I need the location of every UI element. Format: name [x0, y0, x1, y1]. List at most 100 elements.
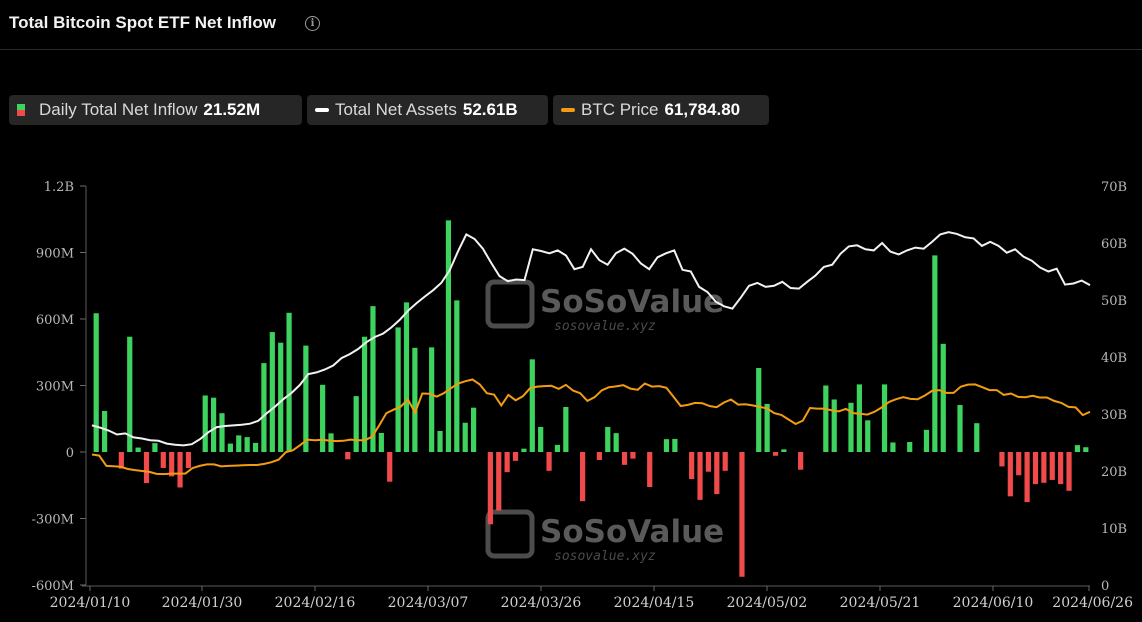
- inflow-bar: [1058, 452, 1064, 485]
- inflow-bar: [923, 429, 930, 452]
- inflow-bar: [269, 332, 275, 452]
- inflow-bar: [546, 452, 552, 471]
- inflow-bar: [705, 452, 712, 472]
- inflow-bar: [202, 395, 208, 452]
- inflow-bar: [236, 435, 242, 453]
- btc-price-line: [91, 378, 1091, 476]
- watermark: SoSoValuesosovalue.xyzSoSoValuesosovalue…: [485, 279, 724, 564]
- inflow-bar: [462, 422, 468, 452]
- inflow-bar: [756, 367, 762, 452]
- legend-total-net-assets[interactable]: Total Net Assets 52.61B: [307, 95, 548, 125]
- right-axis-label: 10B: [1101, 522, 1127, 537]
- legend-daily-net-inflow[interactable]: Daily Total Net Inflow 21.52M: [9, 95, 302, 125]
- inflow-bar: [865, 420, 871, 452]
- inflow-bar: [454, 300, 460, 452]
- right-axis-label: 50B: [1101, 294, 1127, 309]
- inflow-bar: [890, 442, 896, 452]
- watermark-logo-icon: [485, 279, 535, 329]
- inflow-bar: [940, 343, 946, 452]
- inflow-bar: [437, 430, 443, 452]
- inflow-bar: [244, 437, 250, 452]
- right-axis-label: 30B: [1101, 408, 1127, 423]
- watermark-url: sosovalue.xyz: [554, 319, 656, 334]
- inflow-bar: [605, 426, 611, 452]
- inflow-bar: [278, 342, 284, 452]
- info-icon[interactable]: i: [305, 16, 320, 31]
- inflow-bar: [999, 452, 1005, 467]
- legend-label: Total Net Assets: [335, 100, 457, 119]
- inflow-bar: [412, 347, 418, 452]
- inflow-bar: [487, 452, 493, 525]
- x-axis: 2024/01/10 2024/01/30 2024/02/16 2024/03/07…: [50, 586, 1133, 611]
- x-axis-label: 2024/02/16: [275, 595, 356, 611]
- left-axis-label: 300M: [36, 380, 74, 395]
- inflow-bar: [378, 432, 384, 452]
- inflow-bar: [261, 363, 267, 452]
- inflow-bar: [554, 444, 561, 452]
- inflow-bar: [445, 220, 452, 452]
- watermark-logo-icon: [485, 509, 535, 559]
- inflow-bar: [1041, 452, 1047, 483]
- inflow-bar: [1016, 452, 1022, 476]
- inflow-bar: [177, 452, 183, 488]
- legend-label: BTC Price: [581, 100, 659, 119]
- inflow-bars: [93, 220, 1089, 577]
- inflow-bar: [1024, 452, 1030, 503]
- left-axis-label: 600M: [36, 313, 74, 328]
- inflow-bar: [1049, 452, 1055, 480]
- inflow-bar: [613, 433, 619, 452]
- inflow-bar: [504, 452, 510, 473]
- inflow-bar: [169, 452, 175, 477]
- inflow-bar: [429, 347, 435, 452]
- inflow-bar: [127, 336, 133, 452]
- right-axis: 70B 60B 50B 40B 30B 20B 10B 0: [1101, 180, 1127, 594]
- inflow-bar: [932, 255, 938, 452]
- inflow-bar: [118, 452, 124, 469]
- inflow-bar: [722, 452, 728, 471]
- inflow-bar: [1032, 452, 1039, 485]
- inflow-bar: [831, 399, 837, 452]
- inflow-bar: [764, 403, 770, 452]
- inflow-bar: [907, 442, 913, 452]
- watermark-brand: SoSoValue: [540, 284, 724, 320]
- right-axis-label: 70B: [1101, 180, 1127, 195]
- inflow-bar: [370, 306, 376, 452]
- inflow-bar: [403, 302, 410, 453]
- inflow-bar: [1074, 445, 1081, 452]
- inflow-bar: [580, 452, 586, 502]
- x-axis-label: 2024/01/10: [50, 595, 131, 611]
- right-axis-label: 40B: [1101, 351, 1127, 366]
- inflow-bar: [320, 384, 326, 452]
- left-axis-label: 900M: [36, 247, 74, 262]
- inflow-bar: [714, 452, 720, 495]
- inflow-bar: [697, 452, 703, 500]
- inflow-swatch-icon: [17, 104, 25, 116]
- legend-value: 21.52M: [203, 100, 261, 119]
- inflow-bar: [881, 384, 888, 452]
- x-axis-label: 2024/04/15: [614, 595, 695, 611]
- inflow-bar: [689, 452, 695, 480]
- inflow-bar: [185, 452, 192, 468]
- inflow-bar: [630, 452, 636, 459]
- x-axis-label: 2024/06/10: [953, 595, 1034, 611]
- watermark-brand: SoSoValue: [540, 514, 724, 550]
- legend-btc-price[interactable]: BTC Price 61,784.80: [553, 95, 769, 125]
- inflow-bar: [739, 452, 745, 577]
- inflow-bar: [1083, 447, 1089, 452]
- inflow-bar: [823, 385, 829, 452]
- x-axis-label: 2024/03/26: [501, 595, 582, 611]
- inflow-bar: [529, 359, 535, 452]
- inflow-bar: [219, 413, 225, 452]
- x-axis-label: 2024/05/02: [727, 595, 808, 611]
- inflow-bar: [387, 452, 393, 482]
- inflow-bar: [781, 449, 787, 452]
- inflow-bar: [974, 423, 980, 452]
- inflow-bar: [93, 313, 99, 452]
- inflow-bar: [252, 442, 259, 452]
- etf-flow-chart[interactable]: SoSoValuesosovalue.xyzSoSoValuesosovalue…: [0, 160, 1142, 622]
- inflow-bar: [152, 443, 158, 452]
- assets-line-swatch-icon: [315, 108, 329, 112]
- legend-value: 61,784.80: [664, 100, 741, 119]
- inflow-bar: [303, 345, 309, 452]
